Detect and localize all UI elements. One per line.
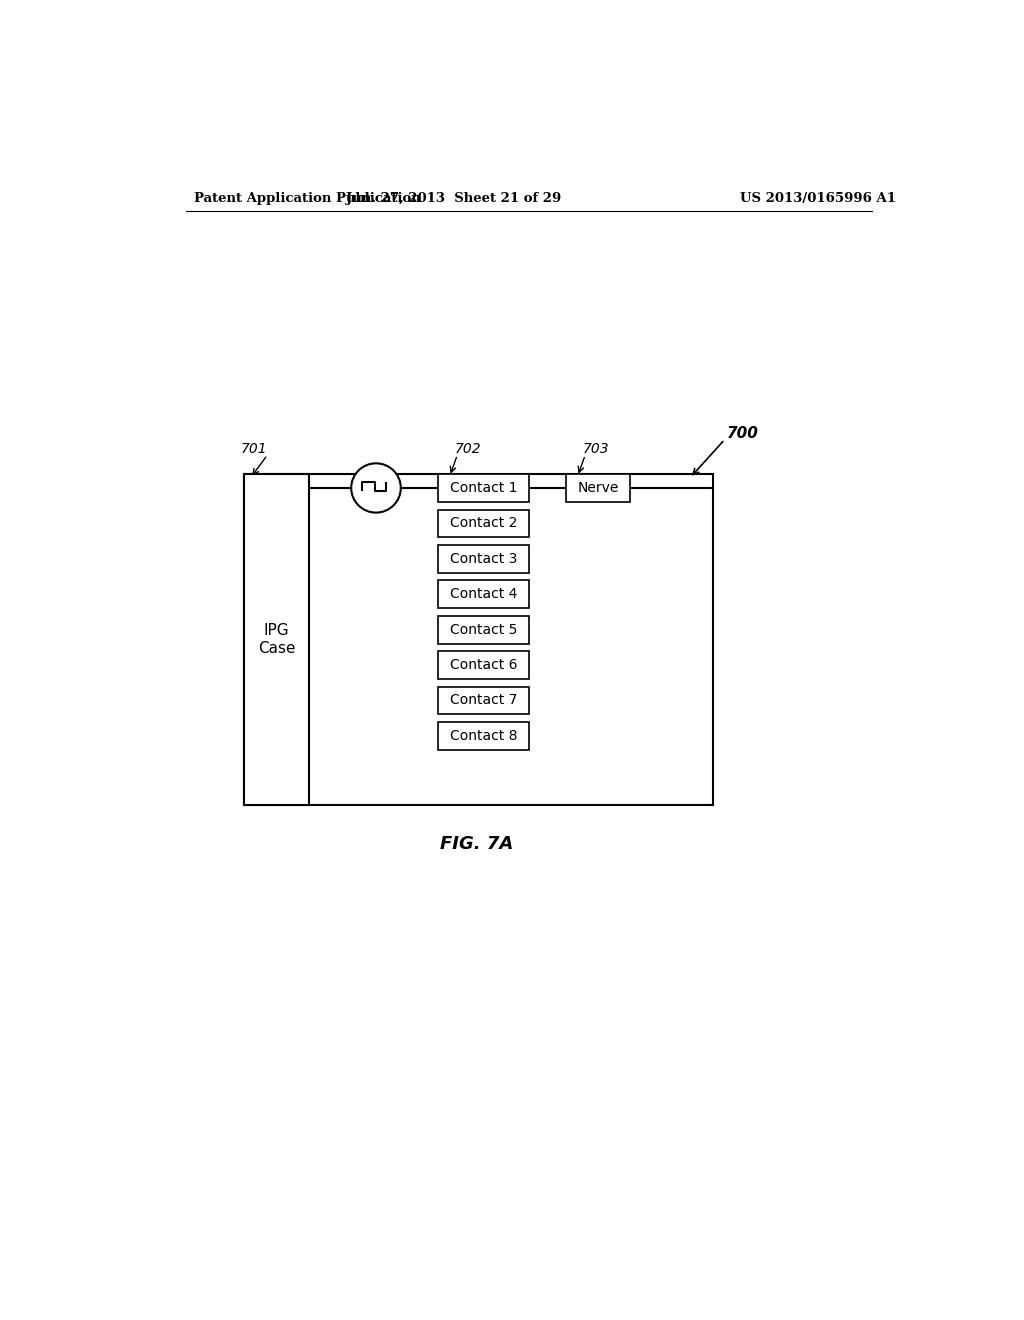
- Bar: [566, 474, 630, 502]
- Text: 703: 703: [583, 442, 609, 455]
- Text: Contact 1: Contact 1: [450, 480, 517, 495]
- Text: IPG
Case: IPG Case: [258, 623, 295, 656]
- Bar: [438, 581, 529, 609]
- Text: Nerve: Nerve: [578, 480, 618, 495]
- Text: Contact 7: Contact 7: [450, 693, 517, 708]
- Text: 702: 702: [455, 442, 481, 455]
- Text: FIG. 7A: FIG. 7A: [440, 834, 513, 853]
- Bar: [438, 510, 529, 537]
- Bar: [438, 722, 529, 750]
- Bar: [438, 545, 529, 573]
- Text: Jun. 27, 2013  Sheet 21 of 29: Jun. 27, 2013 Sheet 21 of 29: [346, 191, 561, 205]
- Text: US 2013/0165996 A1: US 2013/0165996 A1: [739, 191, 896, 205]
- Bar: [438, 686, 529, 714]
- Bar: [438, 651, 529, 678]
- Bar: [245, 474, 308, 805]
- Text: Contact 2: Contact 2: [450, 516, 517, 531]
- Text: Patent Application Publication: Patent Application Publication: [194, 191, 421, 205]
- Text: Contact 4: Contact 4: [450, 587, 517, 601]
- Bar: [438, 474, 529, 502]
- Text: Contact 8: Contact 8: [450, 729, 517, 743]
- Bar: [245, 474, 713, 805]
- Circle shape: [351, 463, 400, 512]
- Text: Contact 3: Contact 3: [450, 552, 517, 566]
- Bar: [438, 615, 529, 644]
- Text: 700: 700: [727, 426, 759, 441]
- Text: 701: 701: [241, 442, 267, 455]
- Text: Contact 5: Contact 5: [450, 623, 517, 636]
- Text: Contact 6: Contact 6: [450, 659, 517, 672]
